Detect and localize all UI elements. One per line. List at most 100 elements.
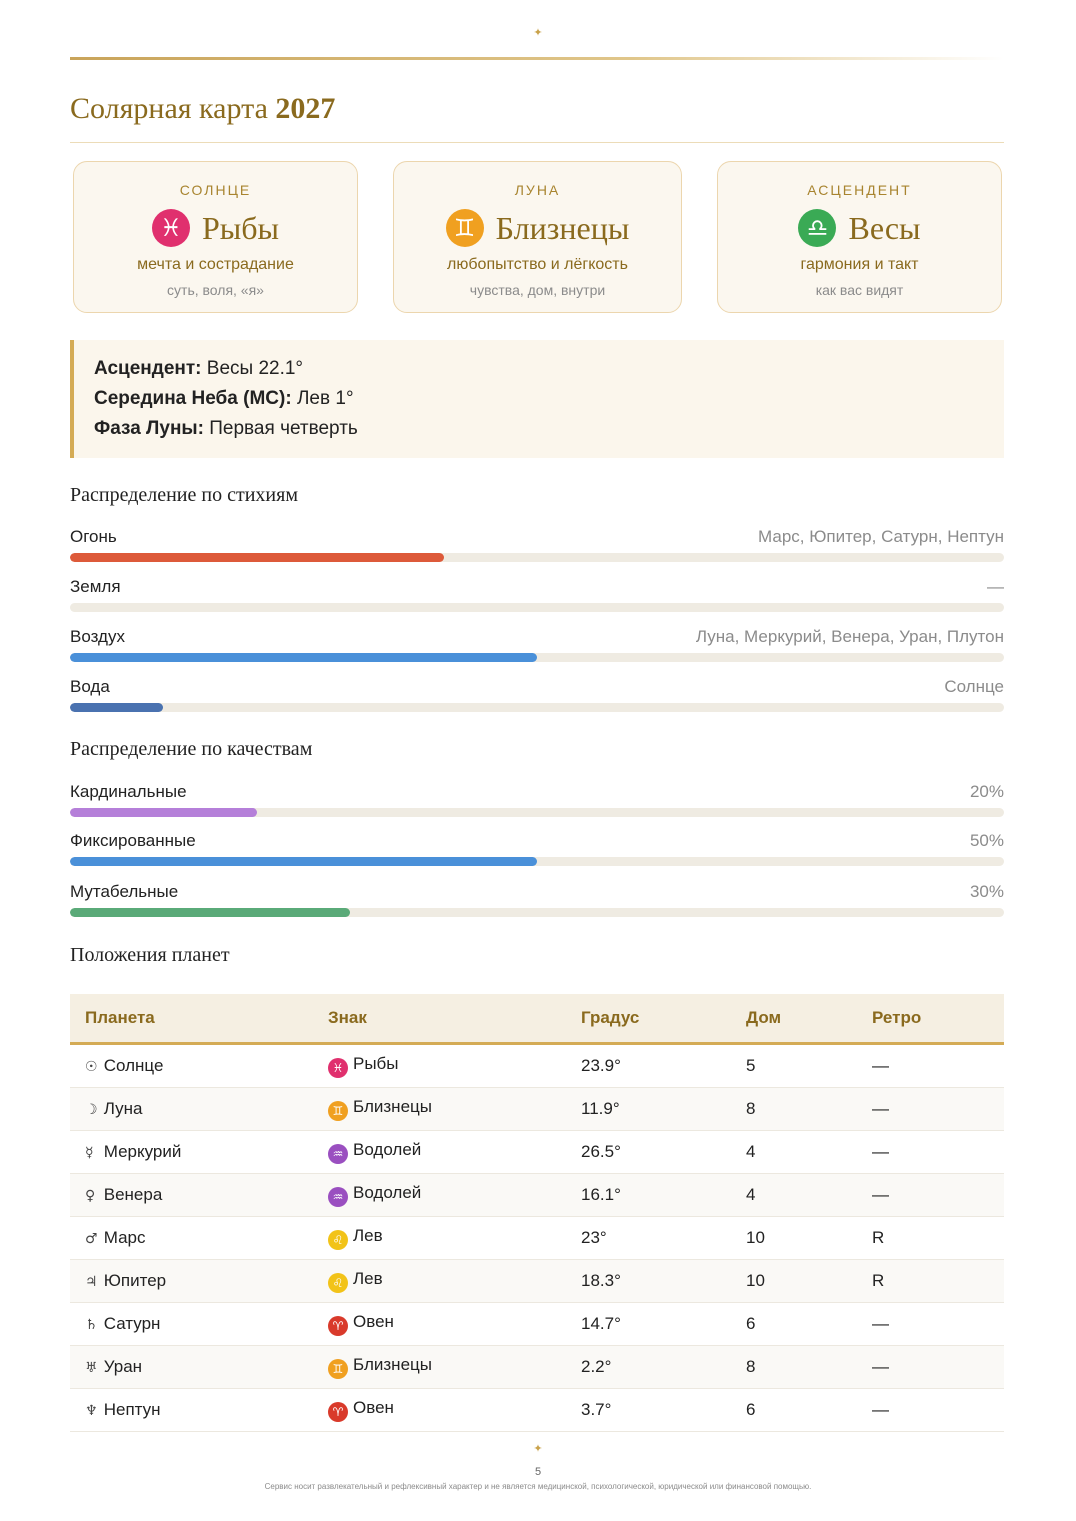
sign-name: Овен [353, 1398, 394, 1417]
planet-name: Луна [103, 1099, 143, 1118]
planet-glyph-icon: ♀ [85, 1188, 96, 1204]
bar-fill [70, 553, 444, 562]
retro-cell: — [857, 1173, 1004, 1217]
sign-cell: ♌ Лев [313, 1216, 566, 1260]
ascendant-card: АСЦЕНДЕНТ ♎ Весы гармония и такт как вас… [717, 161, 1002, 313]
midheaven-line: Середина Неба (MC): Лев 1° [94, 384, 1004, 414]
degree-cell: 23° [566, 1216, 731, 1260]
element-row-earth: Земля — [70, 577, 1004, 617]
element-row-fire: Огонь Марс, Юпитер, Сатурн, Нептун [70, 527, 1004, 567]
title-divider [70, 142, 1004, 143]
zodiac-sign-icon: ♈ [328, 1402, 348, 1422]
sign-name: Лев [353, 1226, 383, 1245]
bar-label: Фиксированные [70, 831, 196, 850]
card-sign: Близнецы [495, 209, 630, 246]
zodiac-sign-icon: ♊ [328, 1101, 348, 1121]
sign-name: Рыбы [353, 1054, 399, 1073]
sign-name: Водолей [353, 1140, 422, 1159]
page-title: Солярная карта 2027 [70, 92, 335, 126]
sign-name: Близнецы [353, 1355, 432, 1374]
house-cell: 4 [731, 1130, 857, 1174]
retro-cell: R [857, 1259, 1004, 1303]
info-value: Первая четверть [203, 418, 358, 439]
sign-cell: ♊ Близнецы [313, 1345, 566, 1389]
pisces-icon: ♓ [151, 209, 190, 247]
degree-cell: 11.9° [566, 1087, 731, 1131]
house-cell: 8 [731, 1087, 857, 1131]
bar-fill [70, 808, 257, 817]
zodiac-sign-icon: ♈ [328, 1316, 348, 1336]
bar-fill [70, 908, 351, 917]
degree-cell: 16.1° [566, 1173, 731, 1217]
bar-track [70, 857, 1004, 866]
bar-value: Солнце [944, 677, 1004, 696]
bar-track [70, 703, 1004, 712]
column-header-sign: Знак [313, 994, 566, 1045]
planet-name: Марс [103, 1228, 146, 1247]
column-header-retro: Ретро [857, 994, 1004, 1045]
bar-value: 50% [969, 831, 1004, 850]
sign-cell: ♊ Близнецы [313, 1087, 566, 1131]
zodiac-sign-icon: ♊ [328, 1359, 348, 1379]
planet-cell: ♄ Сатурн [70, 1302, 313, 1346]
planet-cell: ☽ Луна [70, 1087, 313, 1131]
retro-cell: — [857, 1087, 1004, 1131]
planet-glyph-icon: ♄ [85, 1317, 98, 1333]
card-sign: Рыбы [201, 209, 280, 246]
degree-cell: 3.7° [566, 1388, 731, 1432]
house-cell: 8 [731, 1345, 857, 1389]
sign-cell: ♒ Водолей [313, 1173, 566, 1217]
card-main: ♊ Близнецы [394, 206, 681, 250]
house-cell: 5 [731, 1043, 857, 1088]
planets-table: Планета Знак Градус Дом Ретро ☉ Солнце ♓ Р… [70, 994, 1004, 1432]
card-label: ЛУНА [514, 182, 561, 198]
planet-cell: ☿ Меркурий [70, 1130, 313, 1174]
bar-value: 30% [969, 882, 1004, 901]
card-subtitle: чувства, дом, внутри [469, 282, 606, 298]
planet-cell: ♂ Марс [70, 1216, 313, 1260]
house-cell: 10 [731, 1259, 857, 1303]
sign-cell: ♈ Овен [313, 1388, 566, 1432]
element-row-air: Воздух Луна, Меркурий, Венера, Уран, Плу… [70, 627, 1004, 667]
column-header-house: Дом [731, 994, 857, 1045]
planet-glyph-icon: ☽ [85, 1102, 98, 1118]
bar-label: Кардинальные [70, 782, 187, 801]
planet-name: Юпитер [103, 1271, 167, 1290]
disclaimer-note: Сервис носит развлекательный и рефлексив… [264, 1482, 812, 1491]
bar-fill [70, 857, 537, 866]
zodiac-sign-icon: ♌ [328, 1230, 348, 1250]
chart-points-box: Асцендент: Весы 22.1° Середина Неба (MC)… [70, 340, 1004, 458]
card-main: ♎ Весы [718, 206, 1001, 250]
table-row: ☿ Меркурий ♒ Водолей 26.5° 4— [70, 1130, 1004, 1174]
card-description: любопытство и лёгкость [447, 256, 628, 273]
retro-cell: R [857, 1216, 1004, 1260]
planets-table-body: ☉ Солнце ♓ Рыбы 23.9° 5— ☽ Луна ♊ Близнецы 11.9°… [70, 1043, 1004, 1432]
retro-cell: — [857, 1388, 1004, 1432]
house-cell: 4 [731, 1173, 857, 1217]
planet-name: Венера [103, 1185, 163, 1204]
sign-cell: ♓ Рыбы [313, 1043, 566, 1088]
table-row: ♃ Юпитер ♌ Лев 18.3° 10 R [70, 1259, 1004, 1303]
elements-section-title: Распределение по стихиям [70, 484, 298, 506]
element-row-water: Вода Солнце [70, 677, 1004, 717]
degree-cell: 23.9° [566, 1043, 731, 1088]
sign-name: Овен [353, 1312, 394, 1331]
planet-glyph-icon: ☿ [85, 1145, 94, 1161]
ascendant-line: Асцендент: Весы 22.1° [94, 354, 1004, 384]
card-label: АСЦЕНДЕНТ [807, 182, 912, 198]
sign-cell: ♒ Водолей [313, 1130, 566, 1174]
bar-track [70, 553, 1004, 562]
quality-row-fixed: Фиксированные 50% [70, 831, 1004, 871]
column-header-degree: Градус [566, 994, 731, 1045]
sign-cell: ♈ Овен [313, 1302, 566, 1346]
degree-cell: 14.7° [566, 1302, 731, 1346]
zodiac-sign-icon: ♒ [328, 1144, 348, 1164]
bar-track [70, 808, 1004, 817]
planet-glyph-icon: ♂ [85, 1231, 98, 1247]
card-subtitle: как вас видят [815, 282, 904, 298]
planet-cell: ♃ Юпитер [70, 1259, 313, 1303]
table-row: ♄ Сатурн ♈ Овен 14.7° 6— [70, 1302, 1004, 1346]
table-header-row: Планета Знак Градус Дом Ретро [70, 994, 1004, 1045]
house-cell: 10 [731, 1216, 857, 1260]
gemini-icon: ♊ [445, 209, 484, 247]
